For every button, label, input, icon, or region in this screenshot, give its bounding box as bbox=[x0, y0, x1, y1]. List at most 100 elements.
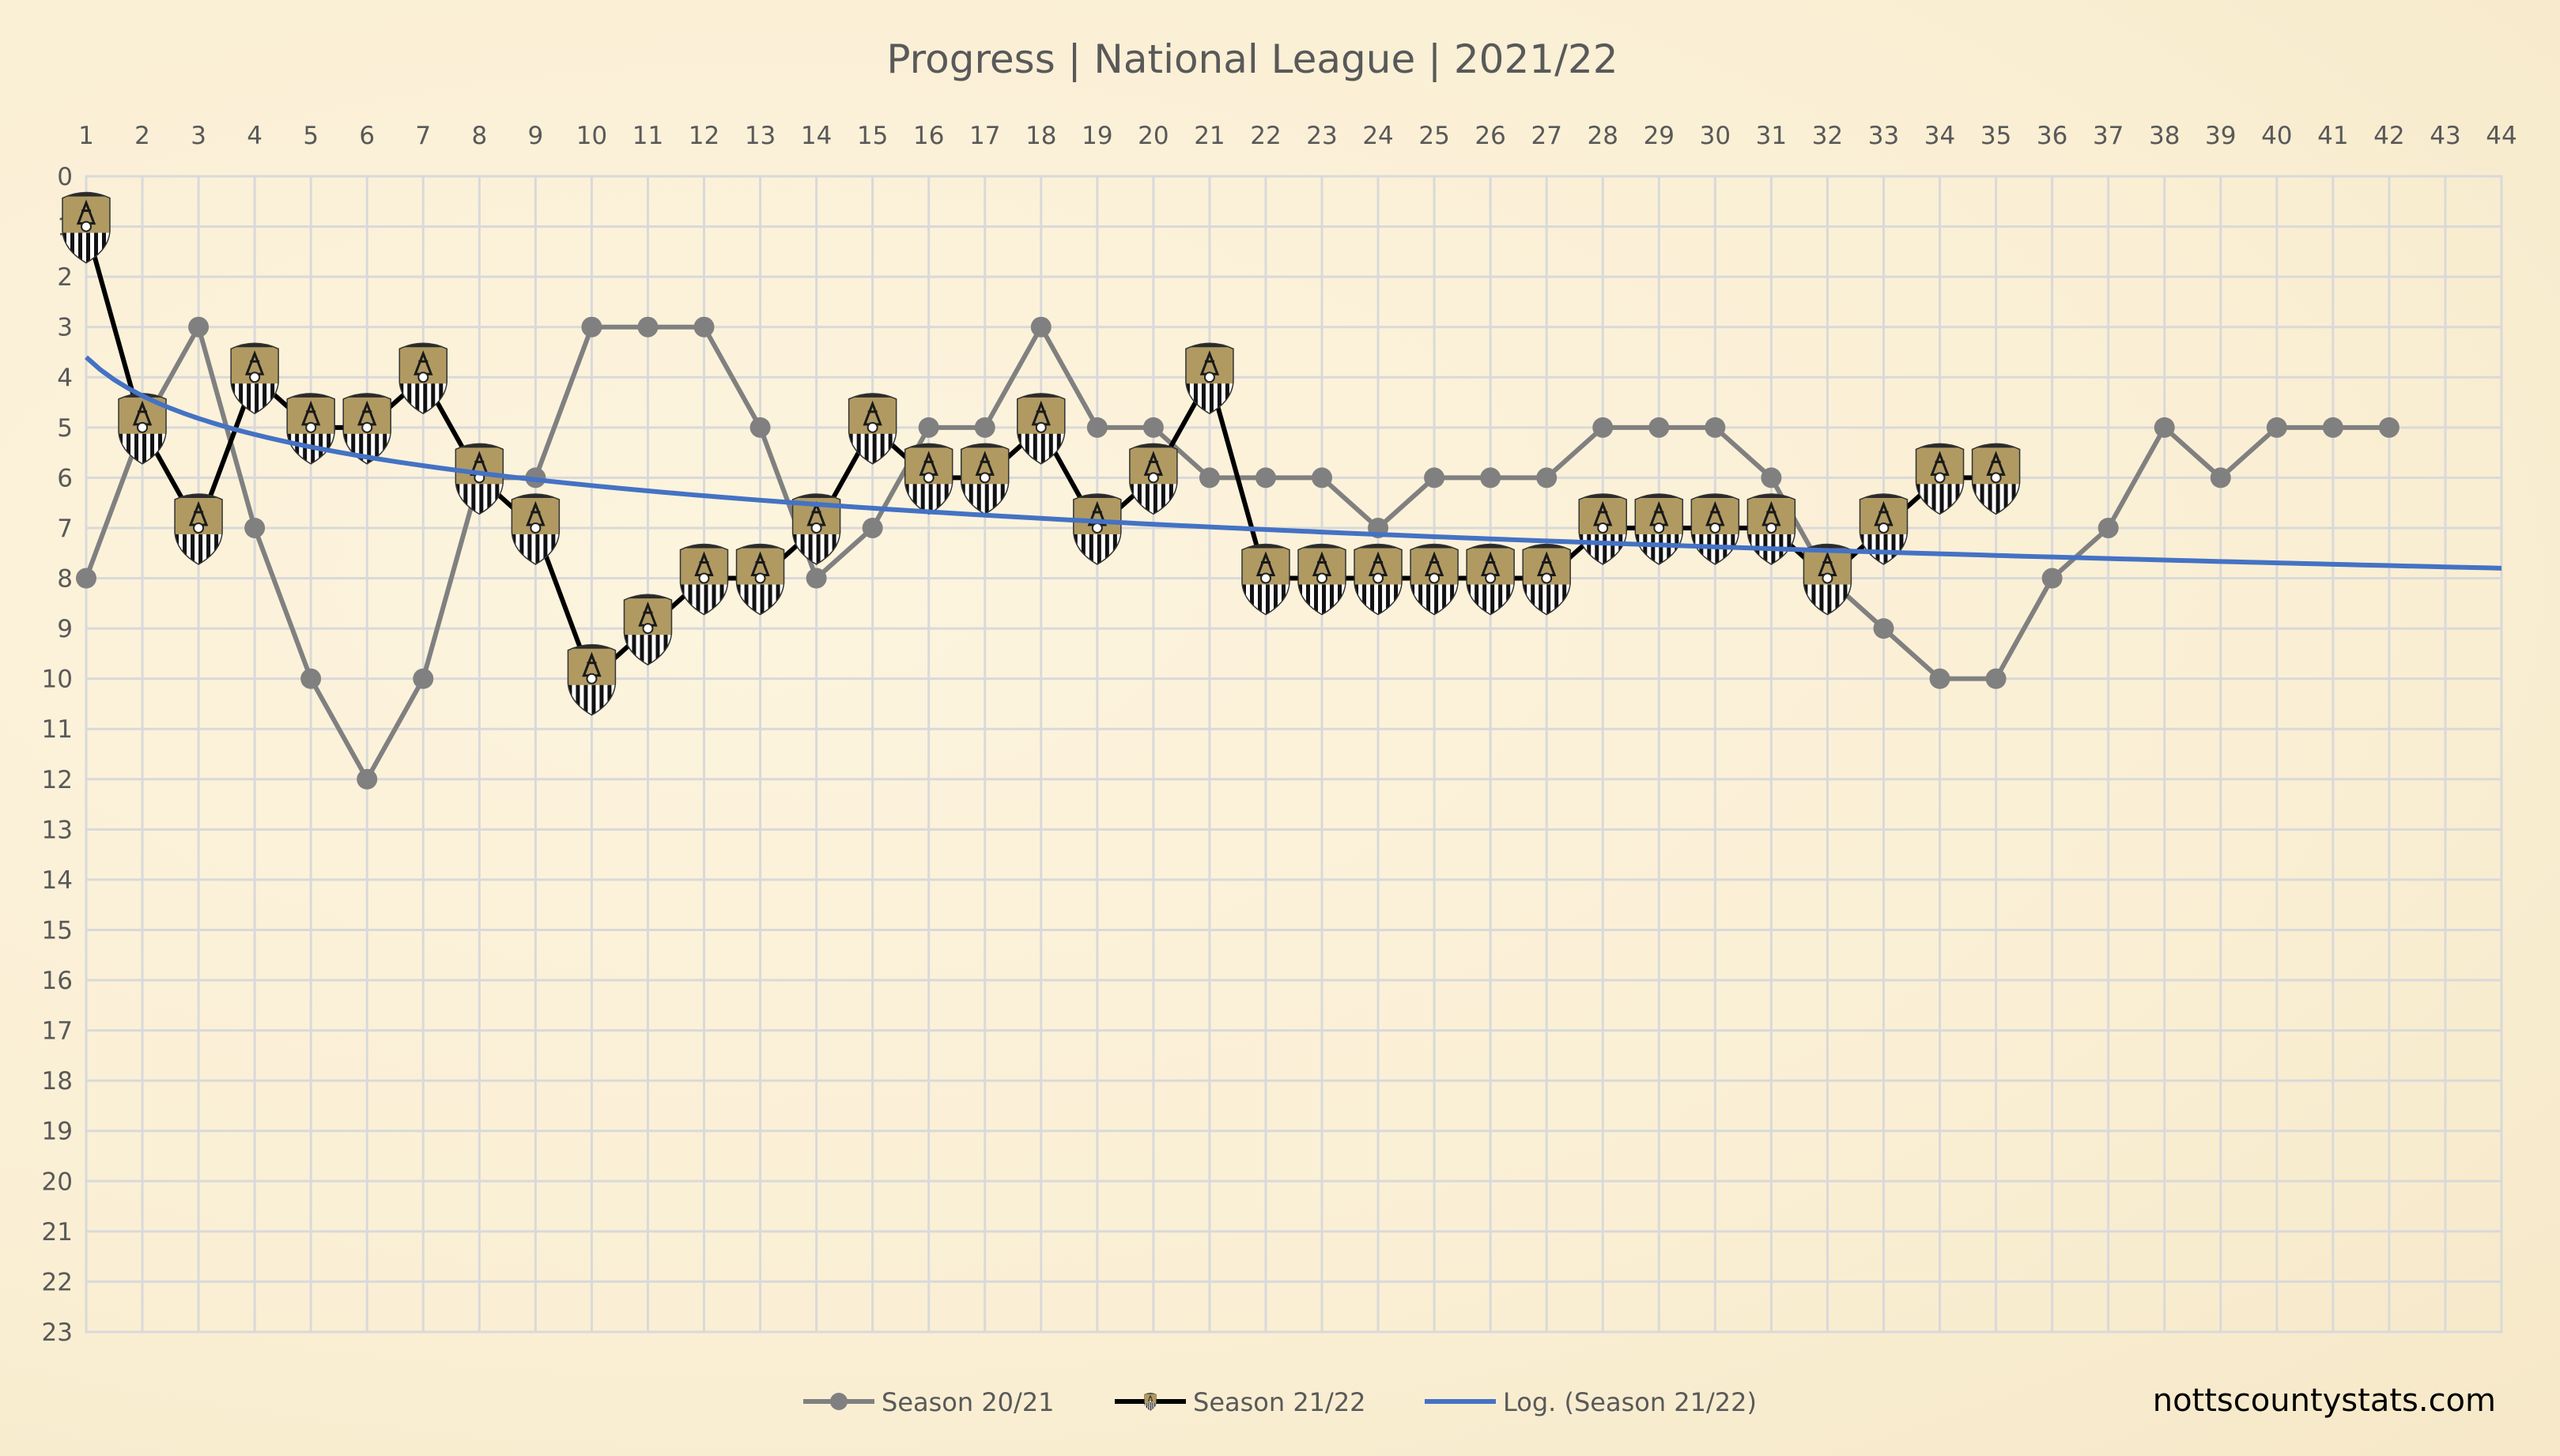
data-point bbox=[1536, 467, 1558, 488]
x-tick-label: 3 bbox=[191, 122, 206, 150]
x-tick-label: 12 bbox=[689, 122, 719, 150]
x-tick-label: 27 bbox=[1531, 122, 1561, 150]
data-point bbox=[1480, 467, 1501, 488]
x-tick-label: 37 bbox=[2093, 122, 2124, 150]
x-tick-label: 33 bbox=[1868, 122, 1899, 150]
x-tick-label: 4 bbox=[247, 122, 262, 150]
x-tick-label: 14 bbox=[801, 122, 832, 150]
x-tick-label: 15 bbox=[857, 122, 888, 150]
watermark-text: nottscountystats.com bbox=[2153, 1382, 2496, 1419]
y-tick-label: 5 bbox=[57, 414, 73, 443]
crest-marker-icon bbox=[1144, 1392, 1157, 1412]
crest-marker-icon bbox=[1128, 438, 1179, 517]
data-point bbox=[2378, 417, 2400, 438]
data-point bbox=[1312, 467, 1333, 488]
crest-marker-icon bbox=[1297, 539, 1347, 618]
x-tick-label: 35 bbox=[1980, 122, 2011, 150]
x-tick-label: 36 bbox=[2037, 122, 2067, 150]
x-tick-label: 23 bbox=[1306, 122, 1337, 150]
y-tick-label: 15 bbox=[42, 916, 73, 945]
crest-marker-icon bbox=[1465, 539, 1516, 618]
data-point bbox=[1705, 417, 1726, 438]
y-tick-label: 12 bbox=[42, 766, 73, 794]
crest-marker-icon bbox=[904, 438, 954, 517]
crest-marker-icon bbox=[566, 639, 617, 719]
y-tick-label: 16 bbox=[42, 967, 73, 995]
data-point bbox=[749, 417, 771, 438]
y-tick-label: 0 bbox=[57, 163, 73, 191]
data-point bbox=[244, 517, 266, 538]
x-tick-label: 44 bbox=[2486, 122, 2517, 150]
data-point bbox=[1592, 417, 1614, 438]
data-point bbox=[2322, 417, 2343, 438]
trendline-log bbox=[85, 355, 2502, 571]
y-tick-label: 10 bbox=[42, 666, 73, 694]
x-tick-label: 9 bbox=[528, 122, 544, 150]
data-point bbox=[1648, 417, 1670, 438]
crest-marker-icon bbox=[791, 488, 842, 568]
legend-item-season-20-21: Season 20/21 bbox=[803, 1387, 1055, 1417]
data-point bbox=[1199, 467, 1220, 488]
y-tick-label: 21 bbox=[42, 1218, 73, 1247]
y-tick-label: 20 bbox=[42, 1167, 73, 1196]
crest-marker-icon bbox=[960, 438, 1010, 517]
crest-marker-icon bbox=[1858, 488, 1909, 568]
y-tick-label: 18 bbox=[42, 1067, 73, 1096]
crest-marker-icon bbox=[173, 488, 224, 568]
y-tick-label: 22 bbox=[42, 1268, 73, 1296]
x-tick-label: 42 bbox=[2373, 122, 2404, 150]
plot-area-border bbox=[85, 175, 2503, 1333]
crest-marker-icon bbox=[61, 187, 111, 266]
data-point bbox=[1424, 467, 1445, 488]
y-axis-ticks: 01234567891011121314151617181920212223 bbox=[42, 163, 73, 1347]
crest-marker-icon bbox=[622, 589, 673, 668]
crest-marker-icon bbox=[1353, 539, 1403, 618]
crest-marker-icon bbox=[1577, 488, 1628, 568]
data-point bbox=[1142, 417, 1164, 438]
y-tick-label: 2 bbox=[57, 263, 73, 292]
x-tick-label: 26 bbox=[1474, 122, 1505, 150]
data-point bbox=[2097, 517, 2119, 538]
x-tick-label: 2 bbox=[134, 122, 150, 150]
crest-marker-icon bbox=[1633, 488, 1684, 568]
y-tick-label: 7 bbox=[57, 515, 73, 543]
x-tick-label: 16 bbox=[913, 122, 944, 150]
data-point bbox=[357, 768, 378, 790]
data-point bbox=[2266, 417, 2287, 438]
x-tick-label: 20 bbox=[1138, 122, 1169, 150]
x-tick-label: 41 bbox=[2317, 122, 2348, 150]
legend-label: Log. (Season 21/22) bbox=[1503, 1387, 1757, 1417]
crest-marker-icon bbox=[1915, 438, 1965, 517]
x-tick-label: 11 bbox=[632, 122, 663, 150]
x-tick-label: 31 bbox=[1756, 122, 1787, 150]
crest-marker-icon bbox=[229, 338, 280, 417]
data-point bbox=[806, 568, 827, 589]
data-point bbox=[581, 316, 602, 338]
x-tick-label: 8 bbox=[471, 122, 487, 150]
legend-item-log-trendline: Log. (Season 21/22) bbox=[1425, 1387, 1757, 1417]
crest-marker-icon bbox=[1690, 488, 1740, 568]
x-tick-label: 17 bbox=[969, 122, 1000, 150]
data-point bbox=[413, 668, 434, 689]
y-tick-label: 23 bbox=[42, 1318, 73, 1347]
circle-marker-icon bbox=[830, 1393, 848, 1410]
crest-marker-icon bbox=[1521, 539, 1572, 618]
y-tick-label: 3 bbox=[57, 314, 73, 342]
crest-marker-icon bbox=[1971, 438, 2022, 517]
series-season-21-22 bbox=[61, 187, 2022, 719]
crest-marker-icon bbox=[454, 438, 504, 517]
y-tick-label: 19 bbox=[42, 1118, 73, 1146]
legend-label: Season 21/22 bbox=[1193, 1387, 1366, 1417]
crest-marker-icon bbox=[510, 488, 561, 568]
data-point bbox=[1030, 316, 1052, 338]
y-tick-label: 9 bbox=[57, 615, 73, 643]
x-tick-label: 25 bbox=[1418, 122, 1449, 150]
data-point bbox=[974, 417, 995, 438]
gridlines bbox=[85, 175, 2503, 1333]
y-tick-label: 13 bbox=[42, 816, 73, 844]
y-tick-label: 4 bbox=[57, 364, 73, 392]
x-tick-label: 39 bbox=[2205, 122, 2236, 150]
data-point bbox=[1255, 467, 1276, 488]
x-tick-label: 28 bbox=[1588, 122, 1618, 150]
